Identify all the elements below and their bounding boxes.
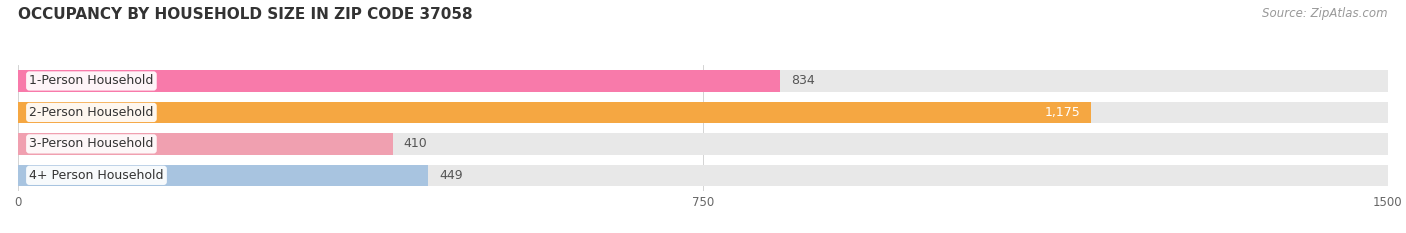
Bar (18, 102, 1091, 123)
Text: 4+ Person Household: 4+ Person Household (30, 169, 163, 182)
Text: 449: 449 (439, 169, 463, 182)
Text: OCCUPANCY BY HOUSEHOLD SIZE IN ZIP CODE 37058: OCCUPANCY BY HOUSEHOLD SIZE IN ZIP CODE … (18, 7, 472, 22)
Text: 834: 834 (790, 75, 814, 87)
Bar (18, 133, 392, 154)
Text: 1-Person Household: 1-Person Household (30, 75, 153, 87)
Text: 2-Person Household: 2-Person Household (30, 106, 153, 119)
Bar (18, 165, 429, 186)
Text: 3-Person Household: 3-Person Household (30, 137, 153, 150)
Text: 410: 410 (404, 137, 427, 150)
Bar (18, 102, 1388, 123)
Text: Source: ZipAtlas.com: Source: ZipAtlas.com (1263, 7, 1388, 20)
Bar (18, 70, 1388, 92)
Bar (18, 70, 780, 92)
Text: 1,175: 1,175 (1045, 106, 1080, 119)
Bar (18, 165, 1388, 186)
Bar (18, 133, 1388, 154)
